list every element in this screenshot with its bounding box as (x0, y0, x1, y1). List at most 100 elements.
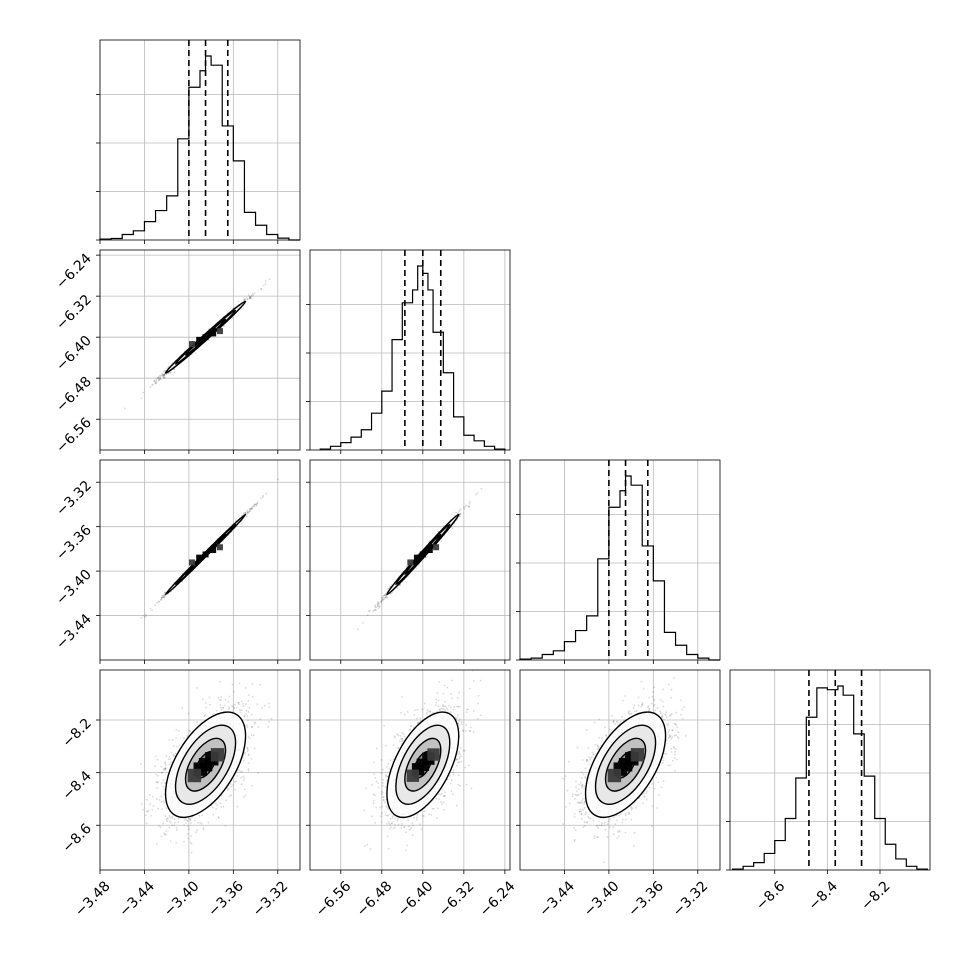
scatter-point (237, 300, 240, 303)
panel-frame (519, 459, 721, 661)
scatter-point (252, 293, 255, 296)
scatter-point (242, 779, 245, 781)
scatter-point (242, 796, 245, 799)
scatter-point (190, 822, 192, 825)
panel-content (140, 478, 279, 619)
scatter-point (156, 377, 159, 379)
scatter-point (250, 507, 253, 510)
scatter-point (161, 594, 164, 597)
scatter-point (386, 596, 388, 599)
scatter-point (151, 609, 153, 612)
scatter-point (238, 682, 241, 685)
scatter-point (157, 379, 160, 382)
scatter-point (158, 378, 161, 381)
scatter-point (246, 511, 249, 513)
scatter-point (382, 596, 385, 599)
scatter-point (248, 295, 251, 298)
scatter-point (264, 280, 267, 282)
scatter-point (248, 707, 251, 709)
scatter-point (468, 502, 471, 505)
scatter-point (164, 594, 167, 597)
scatter-point (476, 492, 479, 494)
panel-frame (99, 459, 301, 661)
scatter-point (451, 527, 454, 530)
scatter-point (262, 494, 264, 497)
scatter-point (381, 598, 384, 601)
scatter-point (247, 699, 250, 702)
scatter-point (377, 603, 380, 605)
scatter-point (380, 600, 383, 603)
scatter-point (247, 748, 249, 751)
scatter-point (250, 734, 253, 736)
scatter-point (251, 726, 253, 728)
scatter-point (162, 595, 165, 597)
scatter-point (250, 297, 253, 300)
scatter-point (158, 378, 160, 381)
scatter-point (384, 596, 387, 599)
scatter-point (238, 769, 240, 771)
panel-frame (729, 669, 931, 871)
scatter-point (220, 706, 222, 709)
scatter-point (157, 376, 160, 379)
scatter-point (246, 509, 249, 512)
scatter-point (201, 814, 204, 817)
scatter-point (398, 584, 401, 587)
scatter-point (151, 795, 154, 798)
scatter-point (246, 298, 249, 301)
density-core-block (413, 554, 420, 561)
scatter-point (251, 784, 254, 787)
density-core-block (188, 341, 195, 348)
scatter-point (162, 370, 165, 373)
scatter-panel-1-2 (306, 459, 511, 664)
scatter-point (231, 683, 234, 686)
scatter-point (176, 829, 178, 831)
scatter-point (160, 374, 162, 377)
density-core-block (202, 551, 209, 558)
scatter-point (262, 496, 264, 499)
scatter-point (277, 478, 279, 481)
scatter-point (149, 386, 152, 388)
scatter-point (163, 833, 166, 836)
scatter-point (162, 375, 165, 378)
scatter-point (163, 373, 165, 376)
scatter-point (254, 503, 257, 506)
scatter-point (382, 598, 385, 601)
scatter-point (384, 596, 387, 599)
scatter-point (377, 607, 380, 609)
y-tick-label: −3.40 (53, 567, 95, 609)
scatter-point (162, 377, 165, 379)
scatter-point (163, 594, 166, 597)
scatter-point (145, 822, 148, 825)
scatter-point (459, 508, 462, 511)
histogram-step-line (732, 685, 928, 870)
histogram-step-line (519, 475, 720, 661)
y-tick-label: −6.48 (53, 374, 95, 416)
histogram-panel-2 (516, 459, 721, 664)
scatter-point (240, 783, 243, 786)
scatter-point (163, 374, 166, 377)
scatter-point (373, 609, 376, 612)
scatter-point (376, 604, 379, 607)
scatter-point (162, 374, 165, 377)
scatter-point (380, 599, 383, 602)
scatter-point (160, 598, 163, 601)
scatter-point (220, 696, 223, 698)
scatter-point (159, 377, 162, 380)
scatter-point (384, 594, 386, 597)
scatter-panel-0-3: −3.48 −3.44 −3.40 −3.36 −3.32−8.6−8.4−8.2 (59, 669, 301, 920)
scatter-point (474, 493, 477, 496)
scatter-point (162, 595, 165, 598)
density-core-block (419, 551, 426, 558)
scatter-point (155, 378, 158, 381)
scatter-point (217, 816, 220, 818)
scatter-panel-0-2: −3.44−3.40−3.36−3.32 (53, 459, 301, 664)
scatter-point (177, 821, 180, 824)
scatter-point (201, 698, 204, 701)
scatter-point (169, 371, 172, 374)
density-core-block (196, 336, 203, 343)
scatter-point (381, 597, 384, 599)
scatter-point (167, 758, 170, 761)
scatter-point (244, 512, 247, 515)
scatter-point (380, 596, 383, 599)
scatter-point (165, 830, 168, 832)
